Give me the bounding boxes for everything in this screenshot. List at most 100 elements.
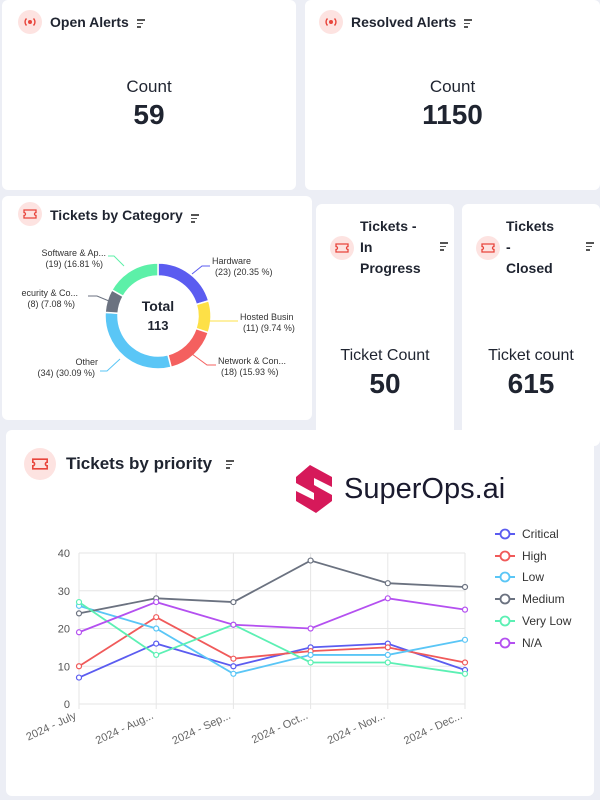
data-point[interactable]: [230, 621, 237, 628]
priority-header: Tickets by priority: [24, 448, 235, 480]
data-point[interactable]: [307, 659, 314, 666]
donut-callout-line: [191, 353, 216, 366]
data-point[interactable]: [153, 598, 160, 606]
y-tick-label: 30: [58, 586, 70, 598]
open-alerts-count-label: Count: [126, 77, 172, 96]
priority-legend: Critical High Low Medium Very Low N/A: [494, 523, 571, 654]
donut-slice[interactable]: [110, 262, 159, 298]
data-point[interactable]: [384, 580, 391, 587]
data-point[interactable]: [153, 651, 160, 659]
in-progress-menu-icon[interactable]: [440, 242, 448, 253]
data-point[interactable]: [230, 663, 237, 670]
data-point[interactable]: [230, 598, 237, 606]
category-menu-icon[interactable]: [190, 214, 199, 225]
closed-menu-icon[interactable]: [586, 242, 594, 253]
data-point[interactable]: [75, 610, 83, 617]
alert-icon: [18, 10, 42, 34]
data-point[interactable]: [384, 644, 391, 651]
donut-label-detail: (18) (15.93 %): [221, 367, 279, 377]
legend-item[interactable]: High: [494, 545, 571, 567]
donut-label-name: Other: [75, 357, 98, 367]
y-tick-label: 40: [58, 548, 70, 560]
legend-label: Low: [522, 570, 545, 585]
data-point[interactable]: [461, 606, 469, 613]
ticket-icon: [476, 236, 500, 260]
data-point[interactable]: [230, 670, 237, 677]
x-tick-label: 2024 - Sep...: [170, 710, 232, 748]
donut-label-detail: (19) (16.81 %): [45, 259, 103, 269]
legend-item[interactable]: Very Low: [494, 610, 571, 632]
donut-center-label: Total: [142, 298, 174, 314]
series-line: [78, 642, 466, 679]
category-title: Tickets by Category: [50, 207, 183, 223]
ticket-icon: [24, 448, 56, 480]
data-point[interactable]: [307, 651, 314, 659]
donut-label-name: ecurity & Co...: [21, 288, 78, 298]
donut-slice[interactable]: [195, 299, 212, 334]
donut-label-name: Software & Ap...: [41, 248, 106, 258]
series-line: [78, 604, 466, 675]
donut-callout-line: [108, 255, 125, 267]
resolved-alerts-header: Resolved Alerts: [319, 10, 473, 34]
in-progress-count-label: Ticket Count: [340, 347, 430, 364]
data-point[interactable]: [307, 625, 314, 632]
donut-label-detail: (8) (7.08 %): [27, 299, 75, 309]
data-point[interactable]: [75, 674, 83, 681]
data-point[interactable]: [307, 557, 314, 564]
data-point[interactable]: [384, 595, 391, 602]
ticket-icon: [18, 202, 42, 226]
resolved-alerts-card: Resolved Alerts Count 1150: [305, 0, 600, 190]
x-tick-label: 2024 - Nov...: [326, 710, 387, 747]
tickets-by-category-card: Tickets by Category Total 113 Hardware (23)…: [2, 196, 312, 420]
resolved-alerts-count-value: 1150: [422, 99, 483, 130]
x-tick-label: 2024 - Aug...: [94, 710, 156, 747]
data-point[interactable]: [153, 625, 160, 632]
tickets-closed-card: Tickets - Closed Ticket count 615: [462, 204, 600, 446]
in-progress-title: Tickets - In Progress: [360, 218, 421, 276]
alert-icon: [319, 10, 343, 34]
y-tick-label: 10: [58, 661, 70, 673]
priority-line-chart: 0 10 20 30 40 2024 - July 2024 - Aug... 2024 - …: [24, 548, 469, 748]
legend-label: N/A: [522, 635, 543, 650]
legend-marker: [495, 615, 515, 627]
data-point[interactable]: [384, 659, 391, 666]
data-point[interactable]: [153, 640, 160, 647]
legend-item[interactable]: Medium: [494, 588, 571, 610]
resolved-alerts-menu-icon[interactable]: [464, 19, 473, 30]
donut-label-name: Hosted Busin: [240, 312, 294, 322]
data-point[interactable]: [75, 629, 83, 636]
resolved-alerts-title: Resolved Alerts: [351, 14, 457, 30]
data-point[interactable]: [75, 598, 83, 606]
category-header: Tickets by Category: [18, 202, 199, 226]
legend-label: Very Low: [522, 614, 572, 629]
x-tick-label: 2024 - Dec...: [402, 710, 464, 747]
donut-label-detail: (23) (20.35 %): [215, 267, 273, 277]
data-point[interactable]: [153, 614, 160, 621]
series-line: [78, 597, 466, 634]
x-tick-label: 2024 - Oct...: [250, 710, 310, 746]
legend-item[interactable]: Critical: [494, 523, 571, 545]
legend-item[interactable]: N/A: [494, 632, 571, 654]
data-point[interactable]: [461, 583, 469, 591]
category-donut-chart: Total 113 Hardware(23) (20.35 %) Hosted Bus…: [21, 248, 294, 378]
data-point[interactable]: [75, 663, 83, 670]
data-point[interactable]: [461, 670, 469, 677]
data-point[interactable]: [461, 659, 469, 666]
superops-logo-icon: [296, 465, 332, 513]
in-progress-count-value: 50: [369, 368, 401, 399]
open-alerts-menu-icon[interactable]: [136, 19, 145, 30]
legend-marker: [495, 550, 515, 562]
data-point[interactable]: [461, 636, 469, 643]
tickets-by-priority-card: Tickets by priority Critical High Low Mediu…: [6, 430, 594, 796]
closed-title: Tickets - Closed: [506, 218, 554, 276]
tickets-in-progress-card: Tickets - In Progress Ticket Count 50: [316, 204, 454, 446]
donut-callout-line: [191, 265, 210, 275]
x-tick-label: 2024 - July: [24, 710, 78, 744]
legend-item[interactable]: Low: [494, 567, 571, 589]
legend-label: Medium: [522, 592, 565, 607]
closed-count-label: Ticket count: [488, 347, 574, 364]
data-point[interactable]: [384, 651, 391, 659]
data-point[interactable]: [230, 655, 237, 662]
priority-menu-icon[interactable]: [226, 460, 235, 471]
legend-marker: [495, 637, 515, 649]
